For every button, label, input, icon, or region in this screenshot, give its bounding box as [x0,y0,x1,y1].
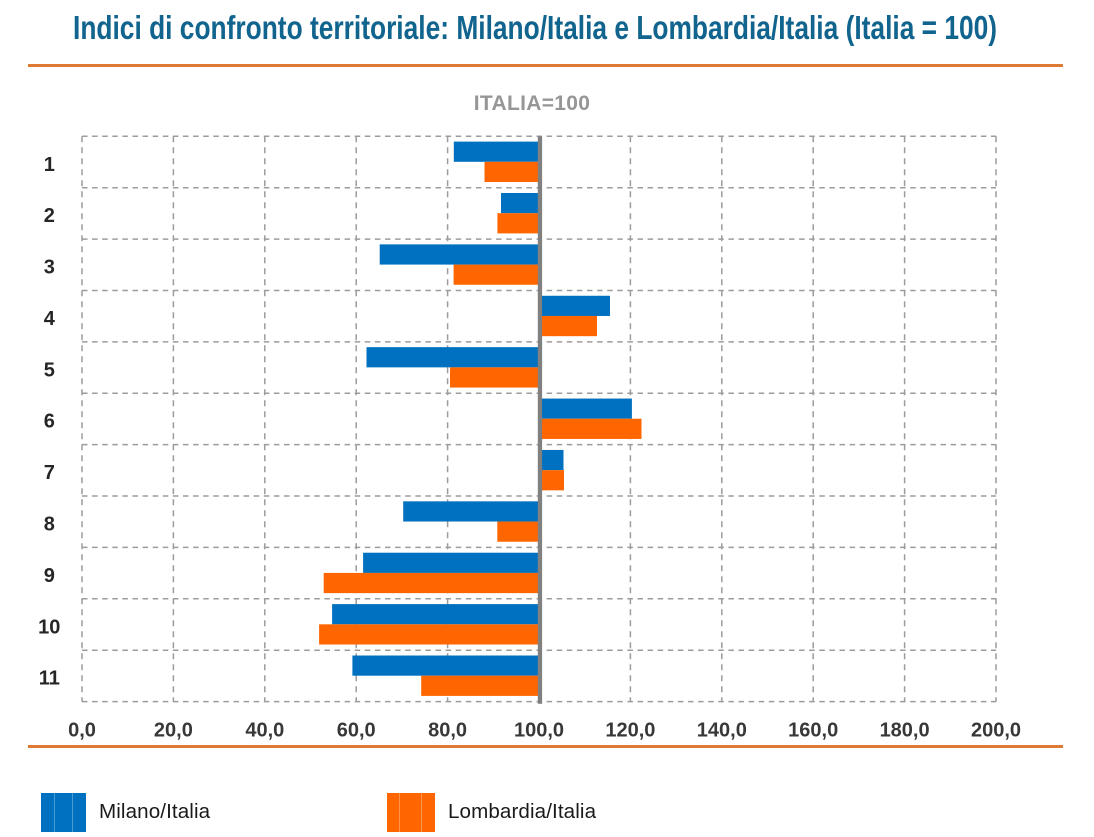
svg-text:2: 2 [44,205,55,227]
svg-text:11: 11 [39,668,60,690]
svg-text:140,0: 140,0 [697,720,747,742]
svg-text:120,0: 120,0 [605,720,655,742]
svg-text:3: 3 [44,257,55,279]
svg-text:6: 6 [44,411,55,433]
svg-text:100,0: 100,0 [514,720,564,742]
svg-text:8: 8 [44,514,55,536]
svg-text:20,0: 20,0 [154,720,193,742]
svg-text:80,0: 80,0 [428,720,467,742]
svg-text:40,0: 40,0 [245,720,284,742]
svg-text:10: 10 [38,616,60,638]
svg-text:60,0: 60,0 [337,720,376,742]
svg-text:9: 9 [44,565,55,587]
svg-text:0,0: 0,0 [68,720,96,742]
svg-text:160,0: 160,0 [788,720,838,742]
svg-text:180,0: 180,0 [880,720,930,742]
svg-text:4: 4 [44,308,56,330]
svg-text:1: 1 [44,154,55,176]
svg-text:200,0: 200,0 [971,720,1021,742]
svg-text:5: 5 [44,359,55,381]
svg-text:7: 7 [44,462,55,484]
